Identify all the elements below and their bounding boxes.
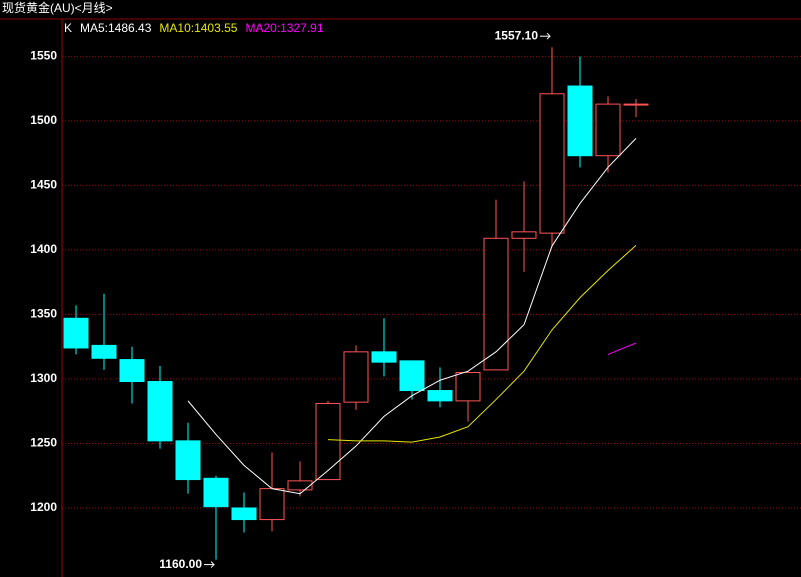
y-tick-label: 1250 xyxy=(30,436,57,450)
candle-body xyxy=(175,440,201,481)
y-tick-label: 1500 xyxy=(30,113,57,127)
candle-body xyxy=(343,351,369,403)
candle-body xyxy=(511,231,537,239)
candle-body xyxy=(539,93,565,234)
candle-body xyxy=(259,488,285,521)
candle-body xyxy=(399,360,425,392)
candle-body xyxy=(427,390,453,402)
y-tick-label: 1550 xyxy=(30,49,57,63)
y-tick-label: 1200 xyxy=(30,500,57,514)
y-tick-label: 1350 xyxy=(30,307,57,321)
candle-body xyxy=(91,344,117,359)
annotation-arrowhead xyxy=(210,561,215,568)
ma-line xyxy=(187,138,637,495)
y-tick-label: 1400 xyxy=(30,242,57,256)
legend-entry: MA10:1403.55 xyxy=(159,21,237,35)
y-tick-label: 1300 xyxy=(30,371,57,385)
chart-title: 现货黄金(AU)<月线> xyxy=(2,0,113,15)
annotation-label: 1160.00 xyxy=(159,557,202,571)
candle-body xyxy=(595,103,621,157)
legend-k: K xyxy=(64,21,72,35)
candle-body xyxy=(623,103,649,106)
legend-entry: MA5:1486.43 xyxy=(80,21,152,35)
candle-body xyxy=(231,507,257,521)
candle-body xyxy=(63,317,89,349)
ma-line xyxy=(607,342,637,355)
legend-entry: MA20:1327.91 xyxy=(245,21,323,35)
candle-body xyxy=(119,359,145,383)
ma-line xyxy=(327,244,637,443)
candle-body xyxy=(455,371,481,402)
annotation-label: 1557.10 xyxy=(495,28,539,42)
candle-body xyxy=(203,477,229,508)
candle-body xyxy=(371,351,397,363)
candle-body xyxy=(567,85,593,157)
annotation-arrowhead xyxy=(546,32,551,40)
candle-body xyxy=(287,480,313,491)
candle-body xyxy=(147,381,173,442)
y-tick-label: 1450 xyxy=(30,178,57,192)
candle-body xyxy=(315,402,341,481)
candle-body xyxy=(483,237,509,371)
